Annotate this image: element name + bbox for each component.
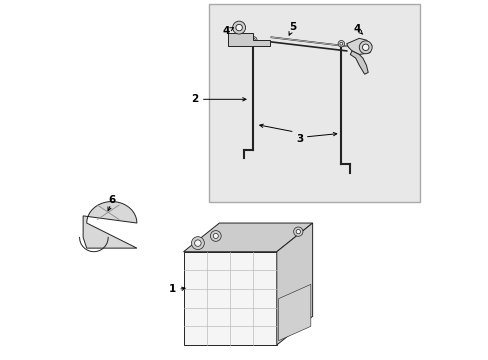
Polygon shape (228, 33, 269, 45)
Polygon shape (83, 202, 137, 248)
Circle shape (249, 37, 257, 44)
Text: 4: 4 (353, 24, 361, 35)
Text: 3: 3 (296, 134, 303, 144)
Circle shape (210, 230, 221, 241)
Text: 4: 4 (222, 26, 229, 36)
Text: 6: 6 (108, 195, 115, 205)
Circle shape (232, 21, 245, 34)
Text: 1: 1 (169, 284, 176, 294)
Bar (208, 4, 419, 202)
Polygon shape (183, 252, 276, 345)
Circle shape (235, 24, 242, 31)
Circle shape (296, 229, 300, 234)
Circle shape (293, 227, 303, 236)
Circle shape (191, 237, 204, 249)
Polygon shape (278, 284, 310, 341)
Circle shape (359, 41, 371, 54)
Polygon shape (276, 223, 312, 345)
Circle shape (213, 233, 218, 238)
Text: 2: 2 (190, 94, 198, 104)
Circle shape (251, 39, 255, 42)
Polygon shape (346, 39, 371, 54)
Text: 5: 5 (288, 22, 296, 32)
Circle shape (194, 240, 201, 246)
Circle shape (337, 41, 344, 47)
Circle shape (339, 42, 342, 45)
Polygon shape (349, 51, 367, 74)
Polygon shape (183, 223, 312, 252)
Circle shape (362, 44, 368, 50)
